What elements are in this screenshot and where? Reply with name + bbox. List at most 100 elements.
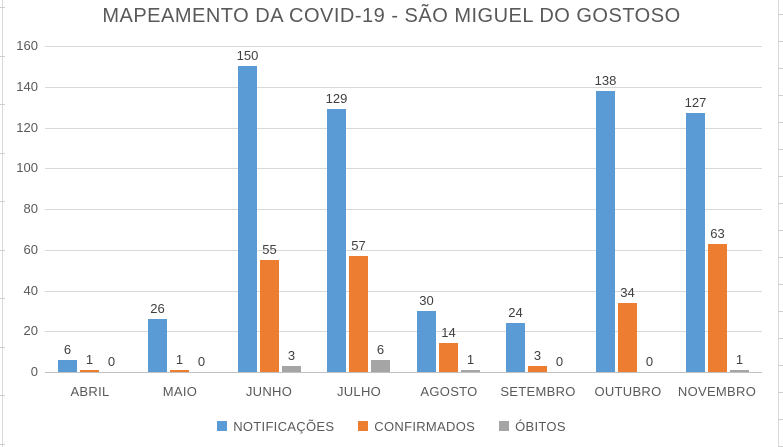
left-edge-border [2,0,3,447]
bar-obitos[interactable] [282,366,301,372]
x-axis-category-label: SETEMBRO [500,384,576,399]
y-axis-tick-label: 40 [23,283,38,298]
spreadsheet-row-tick [0,298,5,299]
value-label-confirmados: 34 [620,285,635,300]
value-label-notificacoes: 30 [419,293,434,308]
x-axis-category-label: ABRIL [70,384,110,399]
value-label-obitos: 6 [376,342,385,357]
value-label-obitos: 0 [197,354,206,369]
value-label-notificacoes: 150 [236,48,259,63]
bar-confirmados[interactable] [439,343,458,372]
legend-swatch-notificacoes [217,421,228,431]
gridline [45,128,762,129]
bar-notificacoes[interactable] [327,109,346,372]
value-label-notificacoes: 138 [594,73,617,88]
spreadsheet-row-tick [0,56,5,57]
x-axis-category-label: OUTUBRO [594,384,662,399]
spreadsheet-row-tick [0,444,5,445]
spreadsheet-row-tick [0,395,5,396]
spreadsheet-row-tick [778,230,783,231]
bar-notificacoes[interactable] [596,91,615,372]
gridline [45,209,762,210]
legend-label: NOTIFICAÇÕES [233,418,335,434]
bar-notificacoes[interactable] [58,360,77,372]
value-label-confirmados: 1 [175,352,184,367]
spreadsheet-row-tick [778,284,783,285]
bar-notificacoes[interactable] [238,66,257,372]
spreadsheet-row-tick [778,14,783,15]
bar-confirmados[interactable] [170,370,189,372]
value-label-confirmados: 55 [262,242,277,257]
value-label-confirmados: 63 [710,226,725,241]
legend-item-obitos[interactable]: ÓBITOS [499,419,566,434]
value-label-confirmados: 57 [351,238,366,253]
y-axis-tick-label: 160 [16,38,38,53]
x-axis-category-label: AGOSTO [420,384,478,399]
y-axis-tick-label: 60 [23,242,38,257]
value-label-notificacoes: 127 [684,95,707,110]
value-label-notificacoes: 129 [325,91,348,106]
gridline [45,168,762,169]
right-edge-border [778,0,779,447]
bar-notificacoes[interactable] [686,113,705,372]
legend-swatch-obitos [499,421,510,431]
value-label-obitos: 1 [735,352,744,367]
x-axis-category-label: JUNHO [245,384,293,399]
bar-confirmados[interactable] [80,370,99,372]
spreadsheet-row-tick [778,338,783,339]
bar-obitos[interactable] [371,360,390,372]
gridline [45,291,762,292]
y-axis-tick-label: 100 [16,160,38,175]
value-label-obitos: 3 [287,348,296,363]
bar-confirmados[interactable] [528,366,547,372]
gridline [45,331,762,332]
bar-notificacoes[interactable] [148,319,167,372]
bar-confirmados[interactable] [618,303,637,372]
bar-obitos[interactable] [461,370,480,372]
chart-legend: NOTIFICAÇÕES CONFIRMADOS ÓBITOS [0,417,783,435]
chart-title: MAPEAMENTO DA COVID-19 - SÃO MIGUEL DO G… [102,5,681,27]
y-axis-tick-label: 80 [23,201,38,216]
spreadsheet-row-tick [0,153,5,154]
value-label-obitos: 0 [645,354,654,369]
x-axis-category-label: JULHO [336,384,382,399]
value-label-notificacoes: 24 [508,305,523,320]
spreadsheet-row-tick [778,311,783,312]
value-label-confirmados: 14 [441,325,456,340]
value-label-notificacoes: 6 [63,342,72,357]
bar-notificacoes[interactable] [506,323,525,372]
bar-confirmados[interactable] [260,260,279,372]
spreadsheet-row-tick [0,250,5,251]
spreadsheet-row-tick [778,68,783,69]
x-axis-category-label: MAIO [162,384,198,399]
legend-item-confirmados[interactable]: CONFIRMADOS [358,419,475,434]
y-axis-tick-label: 120 [16,120,38,135]
legend-label: ÓBITOS [515,418,566,434]
y-axis-tick-label: 20 [23,323,38,338]
spreadsheet-row-tick [0,347,5,348]
y-axis-tick-label: 0 [30,364,38,379]
bar-confirmados[interactable] [349,256,368,372]
spreadsheet-row-tick [778,41,783,42]
spreadsheet-row-tick [0,104,5,105]
value-label-obitos: 0 [555,354,564,369]
spreadsheet-row-tick [778,95,783,96]
x-axis-category-label: NOVEMBRO [677,384,757,399]
spreadsheet-row-tick [778,257,783,258]
spreadsheet-row-tick [778,122,783,123]
value-label-obitos: 1 [466,352,475,367]
gridline [45,46,762,47]
value-label-notificacoes: 26 [150,301,165,316]
spreadsheet-row-tick [778,365,783,366]
legend-label: CONFIRMADOS [374,418,476,434]
spreadsheet-row-tick [0,201,5,202]
bar-obitos[interactable] [730,370,749,372]
spreadsheet-row-tick [778,392,783,393]
bar-confirmados[interactable] [708,244,727,372]
legend-swatch-confirmados [358,421,369,431]
spreadsheet-row-tick [778,176,783,177]
legend-item-notificacoes[interactable]: NOTIFICAÇÕES [217,419,334,434]
bar-notificacoes[interactable] [417,311,436,372]
value-label-obitos: 0 [107,354,116,369]
